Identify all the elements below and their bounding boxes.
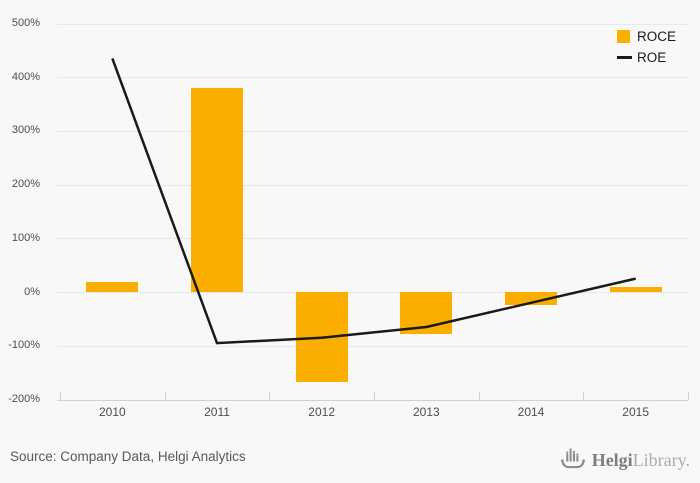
x-tick-label-2012: 2012: [308, 404, 335, 419]
y-tick-label: 0%: [24, 285, 40, 298]
x-axis-tick: [60, 391, 61, 400]
y-tick-label: 400%: [11, 70, 40, 83]
bar-roce-2010: [86, 282, 139, 293]
legend-swatch-roe: [617, 56, 632, 59]
gridline-500%: [57, 23, 688, 25]
legend-swatch-roce: [617, 30, 630, 43]
x-tick-label-2015: 2015: [622, 404, 649, 419]
x-axis-tick: [688, 391, 689, 400]
brand-name: HelgiLibrary.: [592, 450, 690, 471]
gridline--100%: [57, 345, 688, 347]
line-series-roe: [111, 57, 636, 345]
bar-roce-2015: [609, 286, 662, 293]
legend-label-roe: ROE: [637, 50, 667, 65]
y-tick-label: 100%: [11, 231, 40, 244]
brand-logo: HelgiLibrary.: [559, 445, 690, 475]
source-text: Source: Company Data, Helgi Analytics: [10, 449, 246, 464]
bar-roce-2011: [191, 87, 243, 293]
longship-barchart-icon: [559, 448, 587, 475]
gridline-400%: [57, 77, 688, 79]
x-tick-label-2011: 2011: [204, 404, 230, 419]
footer: Source: Company Data, Helgi Analytics: [0, 440, 700, 483]
x-tick-label-2010: 2010: [98, 404, 126, 419]
x-axis-tick: [478, 391, 480, 400]
legend-item-roce: ROCE: [617, 26, 676, 47]
bar-roce-2013: [400, 292, 453, 334]
legend: ROCE ROE: [617, 26, 676, 68]
legend-label-roce: ROCE: [637, 29, 677, 44]
gridline-200%: [57, 184, 688, 186]
x-axis-tick: [269, 391, 271, 400]
bar-roce-2012: [295, 292, 348, 383]
y-tick-label: 500%: [11, 17, 40, 29]
x-tick-label-2014: 2014: [517, 404, 545, 419]
x-axis-tick: [374, 391, 375, 400]
gridline-300%: [57, 130, 688, 132]
chart-area: 500% 400% 300% 200% 100% 0% -100% -200% 2010 201…: [8, 17, 689, 419]
x-tick-label-2013: 2013: [412, 404, 440, 419]
y-tick-label: -100%: [8, 339, 40, 352]
brand-name-light: Library.: [632, 449, 690, 470]
y-tick-label: 300%: [11, 124, 40, 137]
bar-roce-2014: [505, 292, 557, 306]
x-axis-tick: [583, 391, 585, 400]
legend-item-roe: ROE: [617, 47, 676, 68]
gridline-0%: [57, 292, 688, 294]
gridline-100%: [57, 238, 688, 240]
y-tick-label: 200%: [11, 178, 40, 191]
gridline--200%: [57, 399, 688, 401]
x-axis-tick: [164, 391, 166, 400]
y-tick-label: -200%: [8, 393, 40, 405]
brand-name-bold: Helgi: [591, 449, 633, 470]
